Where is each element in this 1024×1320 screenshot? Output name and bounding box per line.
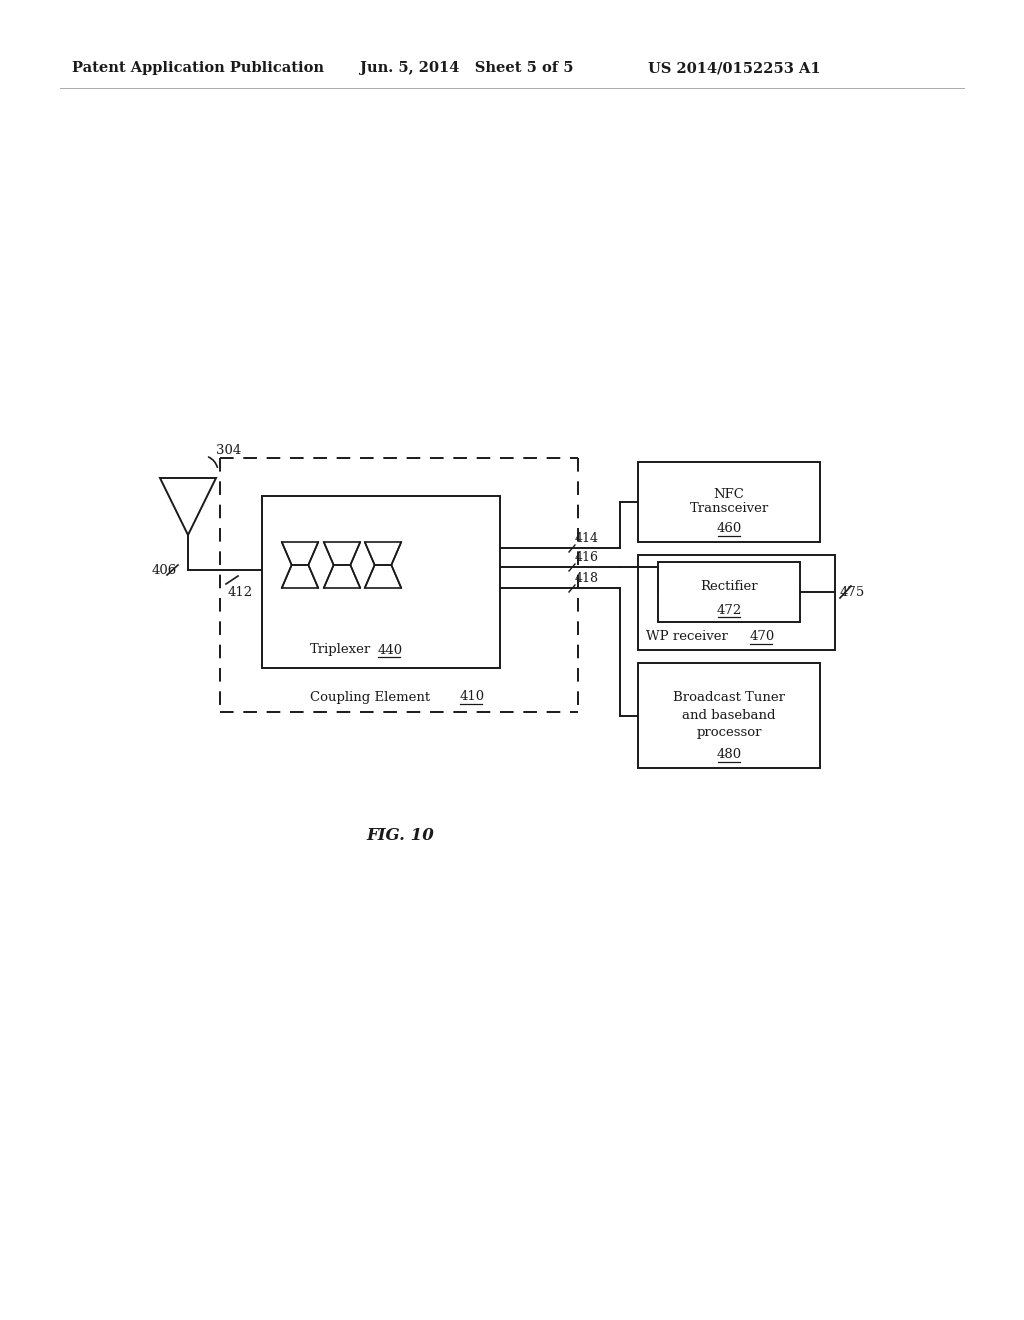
Text: 460: 460	[717, 523, 741, 536]
Text: Jun. 5, 2014   Sheet 5 of 5: Jun. 5, 2014 Sheet 5 of 5	[360, 61, 573, 75]
Text: 472: 472	[717, 603, 741, 616]
Text: Triplexer: Triplexer	[310, 644, 372, 656]
Text: and baseband: and baseband	[682, 709, 776, 722]
Text: 480: 480	[717, 748, 741, 762]
Text: WP receiver: WP receiver	[646, 631, 728, 644]
Text: FIG. 10: FIG. 10	[366, 826, 434, 843]
Text: Patent Application Publication: Patent Application Publication	[72, 61, 324, 75]
Text: 416: 416	[575, 550, 599, 564]
Text: Rectifier: Rectifier	[700, 581, 758, 594]
Text: Coupling Element: Coupling Element	[310, 690, 430, 704]
Text: processor: processor	[696, 726, 762, 739]
Text: NFC: NFC	[714, 488, 744, 502]
Bar	[638, 554, 835, 649]
Text: US 2014/0152253 A1: US 2014/0152253 A1	[648, 61, 820, 75]
Text: 410: 410	[460, 690, 485, 704]
Bar	[658, 562, 800, 622]
Text: 475: 475	[840, 586, 865, 598]
Bar	[638, 663, 820, 768]
Text: Broadcast Tuner: Broadcast Tuner	[673, 690, 785, 704]
Text: 304: 304	[216, 444, 242, 457]
Bar	[262, 496, 500, 668]
Text: 418: 418	[575, 572, 599, 585]
Text: 414: 414	[575, 532, 599, 545]
Text: 470: 470	[750, 631, 775, 644]
Text: 412: 412	[228, 586, 253, 598]
Text: 440: 440	[378, 644, 403, 656]
Text: 406: 406	[152, 564, 177, 577]
Text: Transceiver: Transceiver	[689, 503, 769, 516]
Bar	[638, 462, 820, 543]
